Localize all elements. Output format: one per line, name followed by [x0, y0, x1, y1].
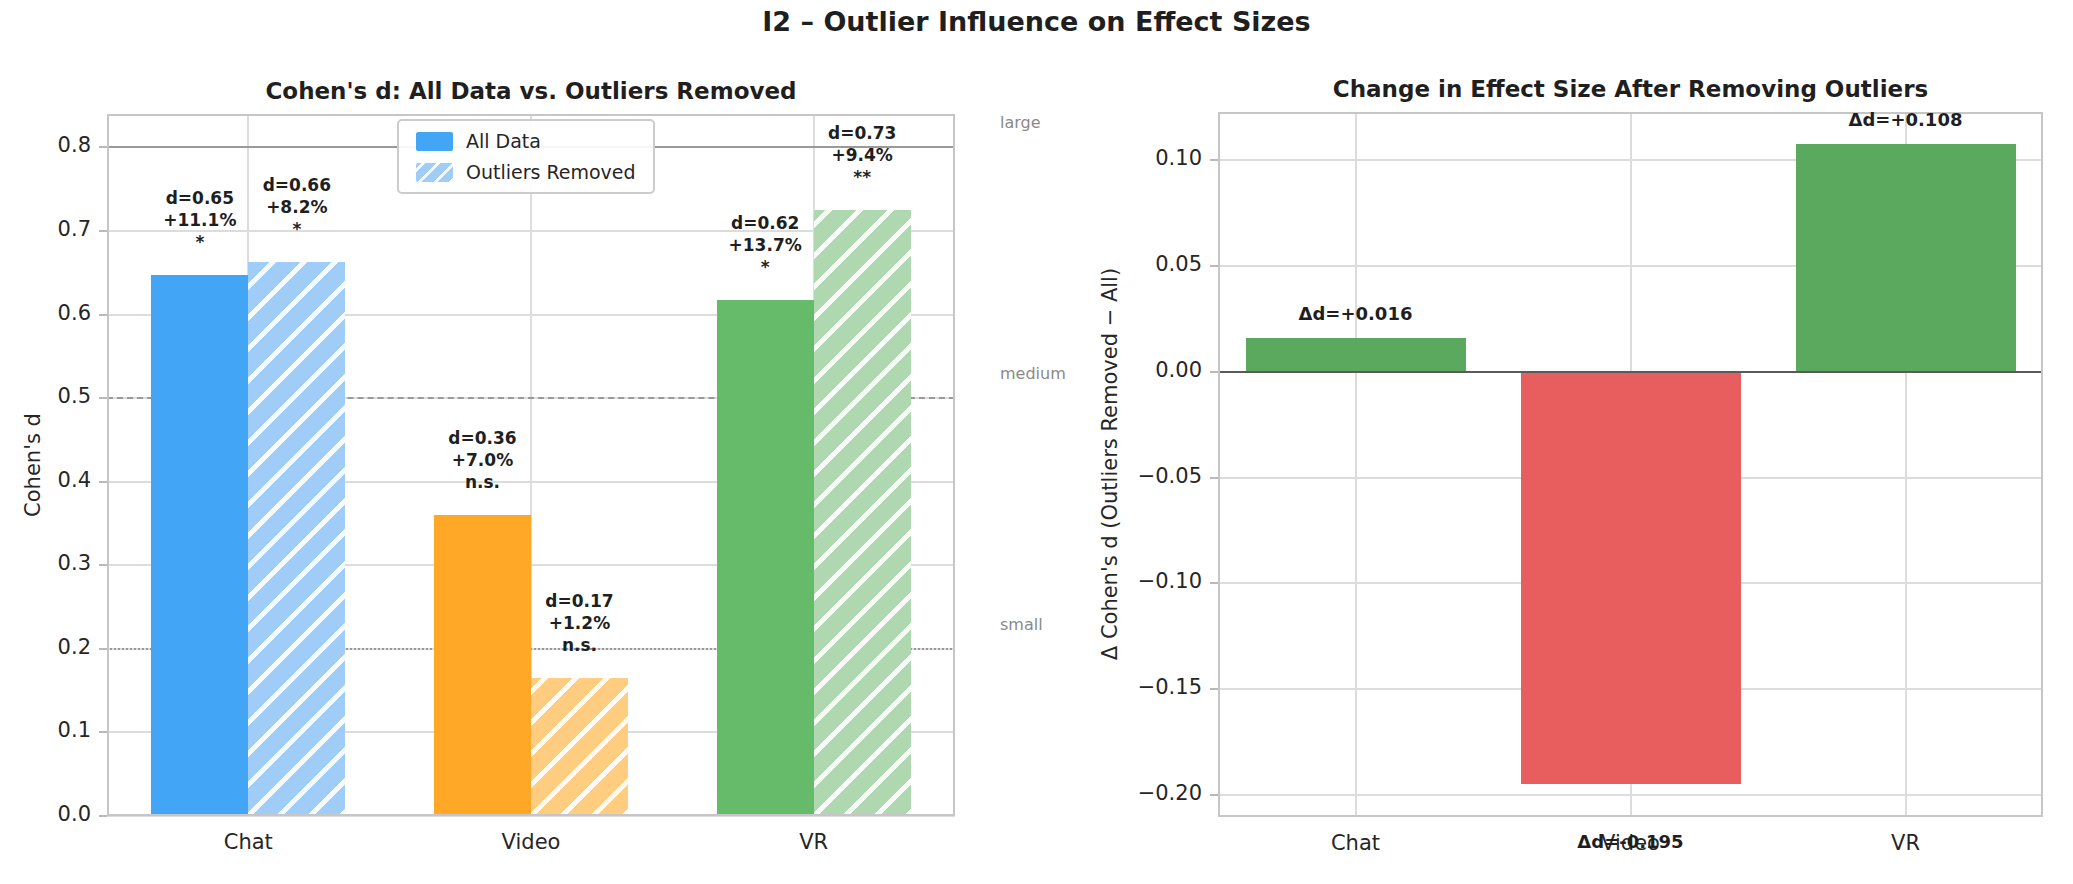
figure-title: I2 – Outlier Influence on Effect Sizes: [0, 6, 2073, 37]
annotation-vr-all-data: d=0.62+13.7%*: [675, 212, 855, 278]
y-tick-mark: [99, 230, 107, 232]
annotation-line: d=0.62: [675, 212, 855, 234]
delta-bar-chat: [1246, 338, 1466, 372]
y-tick-label: 0.4: [11, 468, 91, 492]
y-tick-label: 0.1: [11, 718, 91, 742]
bar-vr-outliers-removed: [814, 210, 911, 816]
bar-video-all-data: [434, 515, 531, 816]
y-tick-mark: [99, 731, 107, 733]
legend-label-outliers-removed: Outliers Removed: [466, 161, 636, 183]
y-tick-label: 0.6: [11, 301, 91, 325]
bar-chat-all-data: [151, 275, 248, 816]
legend-swatch-outliers-removed: [416, 163, 453, 182]
threshold-label-large: large: [1000, 113, 1041, 132]
annotation-line: +8.2%: [207, 196, 387, 218]
x-tick-label-chat: Chat: [1276, 831, 1436, 855]
x-tick-label-video: Video: [451, 830, 611, 854]
bar-video-outliers-removed: [531, 678, 628, 816]
threshold-label-small: small: [1000, 615, 1043, 634]
y-tick-label: −0.20: [1112, 781, 1202, 805]
y-tick-label: 0.00: [1112, 358, 1202, 382]
legend-swatch-all-data: [416, 132, 453, 151]
y-tick-mark: [1210, 159, 1218, 161]
annotation-chat-outliers-removed: d=0.66+8.2%*: [207, 174, 387, 240]
y-tick-label: −0.05: [1112, 464, 1202, 488]
y-tick-label: 0.8: [11, 133, 91, 157]
bar-vr-all-data: [717, 300, 814, 816]
legend: All Data Outliers Removed: [397, 119, 655, 194]
annotation-line: *: [207, 218, 387, 240]
y-tick-label: 0.7: [11, 217, 91, 241]
annotation-line: *: [675, 256, 855, 278]
annotation-line: +7.0%: [393, 449, 573, 471]
annotation-line: n.s.: [393, 471, 573, 493]
legend-item-outliers-removed: Outliers Removed: [416, 161, 636, 183]
left-y-axis-label: Cohen's d: [21, 413, 45, 517]
annotation-line: **: [772, 166, 952, 188]
threshold-label-medium: medium: [1000, 364, 1066, 383]
y-tick-mark: [1210, 582, 1218, 584]
zero-line: [1218, 371, 2043, 373]
y-tick-mark: [99, 815, 107, 817]
legend-label-all-data: All Data: [466, 130, 541, 152]
annotation-line: n.s.: [490, 634, 670, 656]
annotation-video-outliers-removed: d=0.17+1.2%n.s.: [490, 590, 670, 656]
annotation-line: d=0.17: [490, 590, 670, 612]
y-tick-mark: [99, 314, 107, 316]
annotation-line: +9.4%: [772, 144, 952, 166]
x-tick-label-vr: VR: [734, 830, 894, 854]
y-tick-label: 0.2: [11, 635, 91, 659]
y-tick-mark: [1210, 477, 1218, 479]
delta-annotation-chat: Δd=+0.016: [1236, 302, 1476, 326]
annotation-line: d=0.73: [772, 122, 952, 144]
gridline-vertical: [1355, 112, 1357, 817]
delta-annotation-vr: Δd=+0.108: [1786, 108, 2026, 132]
annotation-line: +13.7%: [675, 234, 855, 256]
y-tick-label: 0.05: [1112, 252, 1202, 276]
delta-bar-video: [1521, 372, 1741, 784]
y-tick-label: 0.5: [11, 384, 91, 408]
y-tick-mark: [99, 481, 107, 483]
left-chart-title: Cohen's d: All Data vs. Outliers Removed: [107, 78, 955, 104]
y-tick-mark: [1210, 265, 1218, 267]
delta-bar-vr: [1796, 144, 2016, 372]
y-tick-mark: [1210, 794, 1218, 796]
y-tick-label: −0.15: [1112, 675, 1202, 699]
annotation-line: d=0.36: [393, 427, 573, 449]
legend-item-all-data: All Data: [416, 130, 636, 152]
y-tick-label: 0.3: [11, 551, 91, 575]
y-tick-mark: [99, 648, 107, 650]
y-tick-label: −0.10: [1112, 569, 1202, 593]
y-tick-mark: [1210, 688, 1218, 690]
right-chart-title: Change in Effect Size After Removing Out…: [1218, 76, 2043, 102]
annotation-vr-outliers-removed: d=0.73+9.4%**: [772, 122, 952, 188]
figure: I2 – Outlier Influence on Effect Sizes C…: [0, 0, 2073, 884]
annotation-line: +1.2%: [490, 612, 670, 634]
y-tick-label: 0.10: [1112, 146, 1202, 170]
x-tick-label-vr: VR: [1826, 831, 1986, 855]
delta-annotation-video: Δd=-0.195: [1511, 830, 1751, 854]
annotation-line: d=0.66: [207, 174, 387, 196]
y-tick-label: 0.0: [11, 802, 91, 826]
annotation-video-all-data: d=0.36+7.0%n.s.: [393, 427, 573, 493]
x-tick-label-chat: Chat: [168, 830, 328, 854]
bar-chat-outliers-removed: [248, 262, 345, 816]
y-tick-mark: [1210, 371, 1218, 373]
y-tick-mark: [99, 564, 107, 566]
y-tick-mark: [99, 397, 107, 399]
y-tick-mark: [99, 146, 107, 148]
